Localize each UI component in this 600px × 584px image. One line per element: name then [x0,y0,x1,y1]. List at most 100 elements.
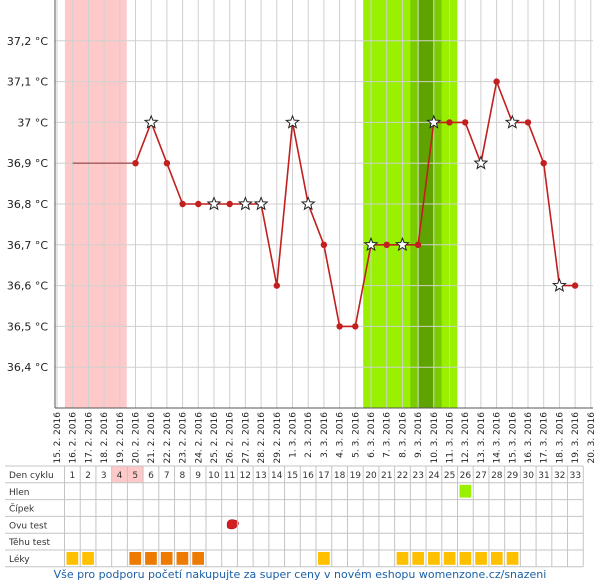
x-tick-label: 13. 3. 2016 [477,412,487,464]
x-tick-label: 26. 2. 2016 [226,412,236,464]
y-axis: 36,4 °C 36,5 °C 36,6 °C 36,7 °C 36,8 °C 36,9 … [7,35,48,374]
temperature-star [504,114,520,129]
temperature-star [426,114,442,129]
med-cell [506,552,519,565]
cycle-day-number: 4 [117,471,123,481]
temperature-star [394,236,410,252]
y-tick-label: 36,5 °C [7,320,48,333]
cycle-day-number: 20 [365,471,377,481]
cycle-day-number: 19 [350,471,362,481]
temperature-star [473,155,489,170]
y-tick-label: 37 °C [17,116,48,129]
cycle-day-number: 7 [164,471,170,481]
y-tick-label: 37,1 °C [7,76,48,89]
x-tick-label: 16. 2. 2016 [69,412,79,464]
x-tick-label: 18. 3. 2016 [555,412,565,464]
x-tick-label: 23. 2. 2016 [179,412,189,464]
x-tick-label: 19. 2. 2016 [116,412,126,464]
y-tick-label: 36,8 °C [7,198,48,211]
x-tick-label: 22. 2. 2016 [163,412,173,464]
y-tick-label: 36,7 °C [7,239,48,252]
temperature-star [300,196,316,211]
med-cell [192,552,204,565]
med-cell [396,552,409,565]
x-tick-label: 24. 2. 2016 [194,412,204,464]
x-tick-label: 29. 2. 2016 [273,412,283,464]
temperature-dot [273,282,280,289]
temperature-star [551,277,567,292]
temperature-dot [352,323,359,330]
cycle-day-number: 8 [180,471,186,481]
x-tick-label: 3. 3. 2016 [320,412,330,458]
cycle-day-number: 10 [208,471,220,481]
temperature-dot [540,160,547,167]
x-tick-label: 8. 3. 2016 [398,412,408,458]
cycle-day-highlight [127,466,144,483]
cycle-day-number: 2 [85,471,91,481]
cycle-day-number: 25 [444,471,455,481]
cycle-day-number: 31 [538,471,549,481]
cycle-day-number: 22 [397,471,408,481]
chart-grid [54,0,593,409]
med-cell [129,552,142,565]
table-row-label: Těhu test [8,538,51,548]
cycle-day-number: 27 [475,471,486,481]
x-tick-label: 20. 3. 2016 [587,412,597,464]
x-tick-label: 16. 3. 2016 [524,412,534,464]
temperature-star [363,236,379,252]
table-row-label: Léky [9,554,30,565]
x-tick-label: 14. 3. 2016 [493,412,503,464]
med-cell [145,552,157,565]
temperature-series [72,78,579,330]
x-tick-label: 18. 2. 2016 [100,412,110,464]
table-row-label: Den cyklu [9,471,54,481]
x-tick-label: 4. 3. 2016 [336,412,346,458]
x-tick-label: 15. 3. 2016 [508,412,518,464]
temperature-dot [320,241,328,248]
cycle-day-number: 18 [334,471,346,481]
cycle-day-number: 28 [491,471,503,481]
x-tick-label: 10. 3. 2016 [430,412,440,464]
x-tick-label: 12. 3. 2016 [461,412,471,464]
med-cell [428,552,440,565]
cycle-day-number: 30 [523,471,535,481]
temperature-dot [179,200,186,208]
x-tick-label: 5. 3. 2016 [351,412,361,458]
x-tick-label: 2. 3. 2016 [304,412,314,458]
med-cell [82,552,94,565]
cycle-day-number: 5 [132,471,138,481]
cycle-day-highlight [111,466,128,483]
cycle-day-number: 21 [381,471,392,481]
cycle-day-number: 29 [507,471,519,481]
med-cell [490,552,503,565]
x-tick-label: 27. 2. 2016 [241,412,251,464]
x-tick-label: 9. 3. 2016 [414,412,424,458]
x-tick-label: 15. 2. 2016 [53,412,63,464]
x-tick-label: 19. 3. 2016 [571,412,581,464]
temperature-star [253,196,269,211]
table-row-label: Ovu test [9,521,48,531]
temperature-star [143,114,159,129]
x-tick-label: 7. 3. 2016 [383,412,393,458]
footer-link[interactable]: Vše pro podporu početí nakupujte za supe… [54,568,547,581]
cycle-day-number: 11 [224,471,235,481]
med-cell [66,552,79,565]
hien-cell [459,484,472,498]
cycle-day-number: 24 [428,471,440,481]
cycle-day-number: 1 [69,471,75,481]
cycle-day-number: 16 [302,471,314,481]
temperature-dot [446,119,453,126]
table-row-label: Hlen [9,488,30,498]
temperature-dot [571,282,579,289]
ovu-test-mark [226,519,239,530]
med-cell [459,552,472,565]
y-tick-label: 36,9 °C [7,157,48,170]
med-cell [412,552,425,565]
x-tick-label: 21. 2. 2016 [147,412,157,464]
med-cell [475,552,487,565]
med-cell [176,552,189,565]
x-tick-label: 6. 3. 2016 [367,412,377,458]
x-tick-label: 17. 3. 2016 [540,412,550,464]
table-row-label: Čípek [9,503,35,515]
